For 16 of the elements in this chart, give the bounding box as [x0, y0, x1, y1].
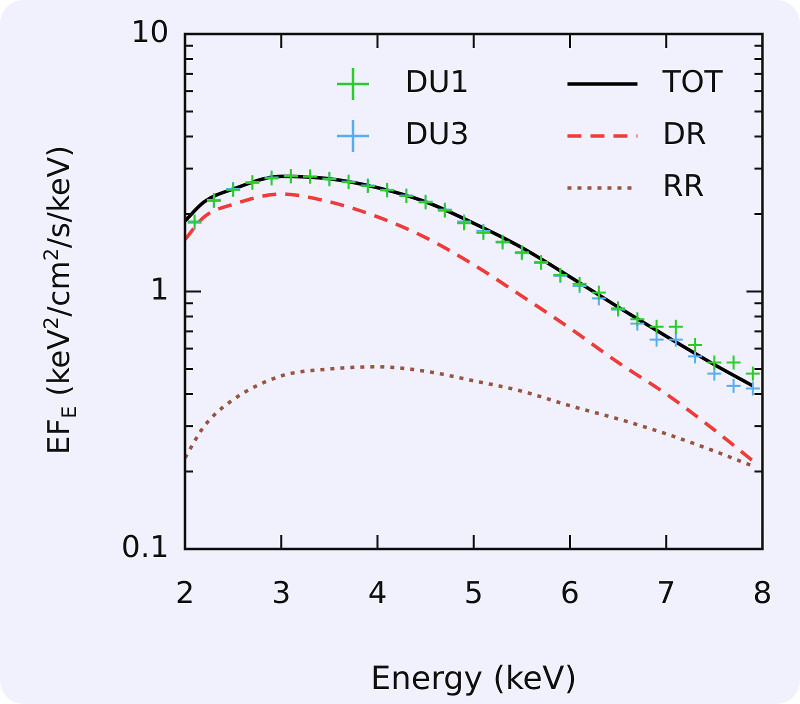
y-tick-label: 1: [150, 272, 169, 308]
x-tick-label: 8: [752, 576, 772, 611]
y-tick-label: 10: [130, 14, 169, 50]
x-tick-label: 3: [272, 576, 291, 611]
legend-label: RR: [662, 168, 704, 204]
x-tick-label: 2: [175, 576, 195, 611]
x-tick-label: 4: [368, 576, 388, 611]
x-tick-label: 6: [560, 576, 580, 611]
y-tick-label: 0.1: [121, 530, 169, 565]
x-tick-label: 5: [464, 576, 484, 611]
x-tick-label: 7: [656, 576, 676, 611]
legend-label: TOT: [661, 64, 724, 100]
legend-label: DU3: [405, 116, 470, 152]
x-axis-title: Energy (keV): [370, 659, 577, 698]
legend-label: DR: [662, 116, 706, 152]
legend-label: DU1: [405, 64, 470, 100]
